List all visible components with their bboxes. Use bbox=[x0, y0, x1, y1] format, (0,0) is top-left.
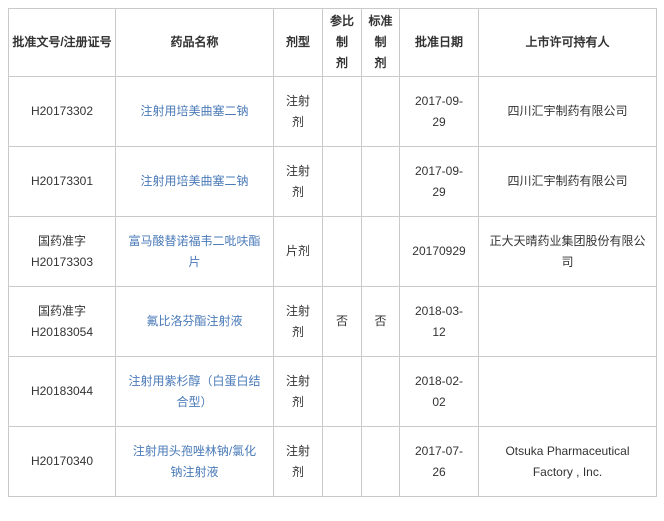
reference-preparation-cell bbox=[322, 356, 362, 427]
approval-number-cell: H20173302 bbox=[8, 76, 116, 147]
drug-approval-table: 批准文号/注册证号 药品名称 剂型 参比制 剂 标准制 剂 批准日期 上市许可持… bbox=[8, 8, 657, 497]
approval-number-cell: H20173301 bbox=[8, 146, 116, 217]
drug-name-cell: 富马酸替诺福韦二吡呋酯 片 bbox=[115, 216, 274, 287]
reference-preparation-cell bbox=[322, 426, 362, 497]
reference-preparation-cell bbox=[322, 216, 362, 287]
drug-name-link[interactable]: 注射用头孢唑林钠/氯化 钠注射液 bbox=[132, 443, 257, 479]
table-row: H20170340 注射用头孢唑林钠/氯化 钠注射液 注射 剂 2017-07-… bbox=[8, 426, 657, 497]
table-row: H20173302 注射用培美曲塞二钠 注射 剂 2017-09- 29 四川汇… bbox=[8, 76, 657, 147]
drug-name-cell: 注射用培美曲塞二钠 bbox=[115, 146, 274, 217]
license-holder-cell: 四川汇宇制药有限公司 bbox=[478, 146, 657, 217]
license-holder-cell: 正大天晴药业集团股份有限公 司 bbox=[478, 216, 657, 287]
standard-preparation-cell bbox=[361, 146, 400, 217]
approval-number-cell: 国药准字 H20173303 bbox=[8, 216, 116, 287]
table-row: 国药准字 H20183054 氟比洛芬酯注射液 注射 剂 否 否 2018-03… bbox=[8, 286, 657, 357]
column-header-standard-preparation: 标准制 剂 bbox=[361, 8, 400, 77]
reference-preparation-cell: 否 bbox=[322, 286, 362, 357]
reference-preparation-cell bbox=[322, 146, 362, 217]
license-holder-cell bbox=[478, 286, 657, 357]
table-row: H20173301 注射用培美曲塞二钠 注射 剂 2017-09- 29 四川汇… bbox=[8, 146, 657, 217]
column-header-license-holder: 上市许可持有人 bbox=[478, 8, 657, 77]
table-row: H20183044 注射用紫杉醇（白蛋白结 合型） 注射 剂 2018-02- … bbox=[8, 356, 657, 427]
approval-number-cell: H20183044 bbox=[8, 356, 116, 427]
table-row: 国药准字 H20173303 富马酸替诺福韦二吡呋酯 片 片剂 20170929… bbox=[8, 216, 657, 287]
license-holder-cell: Otsuka Pharmaceutical Factory , Inc. bbox=[478, 426, 657, 497]
dosage-form-cell: 注射 剂 bbox=[273, 356, 323, 427]
column-header-drug-name: 药品名称 bbox=[115, 8, 274, 77]
approval-date-cell: 2017-09- 29 bbox=[399, 76, 479, 147]
page-content: 批准文号/注册证号 药品名称 剂型 参比制 剂 标准制 剂 批准日期 上市许可持… bbox=[8, 8, 657, 497]
standard-preparation-cell bbox=[361, 356, 400, 427]
drug-name-link[interactable]: 氟比洛芬酯注射液 bbox=[146, 314, 243, 328]
drug-name-link[interactable]: 富马酸替诺福韦二吡呋酯 片 bbox=[128, 233, 261, 269]
dosage-form-cell: 片剂 bbox=[273, 216, 323, 287]
drug-name-cell: 氟比洛芬酯注射液 bbox=[115, 286, 274, 357]
approval-date-cell: 2017-09- 29 bbox=[399, 146, 479, 217]
standard-preparation-cell bbox=[361, 76, 400, 147]
column-header-approval-date: 批准日期 bbox=[399, 8, 479, 77]
drug-name-cell: 注射用紫杉醇（白蛋白结 合型） bbox=[115, 356, 274, 427]
column-header-reference-preparation: 参比制 剂 bbox=[322, 8, 362, 77]
dosage-form-cell: 注射 剂 bbox=[273, 76, 323, 147]
drug-name-cell: 注射用头孢唑林钠/氯化 钠注射液 bbox=[115, 426, 274, 497]
table-header-row: 批准文号/注册证号 药品名称 剂型 参比制 剂 标准制 剂 批准日期 上市许可持… bbox=[8, 8, 657, 77]
reference-preparation-cell bbox=[322, 76, 362, 147]
license-holder-cell bbox=[478, 356, 657, 427]
approval-date-cell: 2018-02- 02 bbox=[399, 356, 479, 427]
column-header-approval-number: 批准文号/注册证号 bbox=[8, 8, 116, 77]
dosage-form-cell: 注射 剂 bbox=[273, 426, 323, 497]
drug-name-cell: 注射用培美曲塞二钠 bbox=[115, 76, 274, 147]
standard-preparation-cell bbox=[361, 426, 400, 497]
standard-preparation-cell bbox=[361, 216, 400, 287]
license-holder-cell: 四川汇宇制药有限公司 bbox=[478, 76, 657, 147]
dosage-form-cell: 注射 剂 bbox=[273, 286, 323, 357]
drug-name-link[interactable]: 注射用培美曲塞二钠 bbox=[140, 174, 249, 188]
approval-date-cell: 2018-03- 12 bbox=[399, 286, 479, 357]
drug-name-link[interactable]: 注射用培美曲塞二钠 bbox=[140, 104, 249, 118]
approval-date-cell: 20170929 bbox=[399, 216, 479, 287]
column-header-dosage-form: 剂型 bbox=[273, 8, 323, 77]
approval-number-cell: 国药准字 H20183054 bbox=[8, 286, 116, 357]
standard-preparation-cell: 否 bbox=[361, 286, 400, 357]
drug-name-link[interactable]: 注射用紫杉醇（白蛋白结 合型） bbox=[128, 373, 261, 409]
approval-number-cell: H20170340 bbox=[8, 426, 116, 497]
dosage-form-cell: 注射 剂 bbox=[273, 146, 323, 217]
approval-date-cell: 2017-07- 26 bbox=[399, 426, 479, 497]
